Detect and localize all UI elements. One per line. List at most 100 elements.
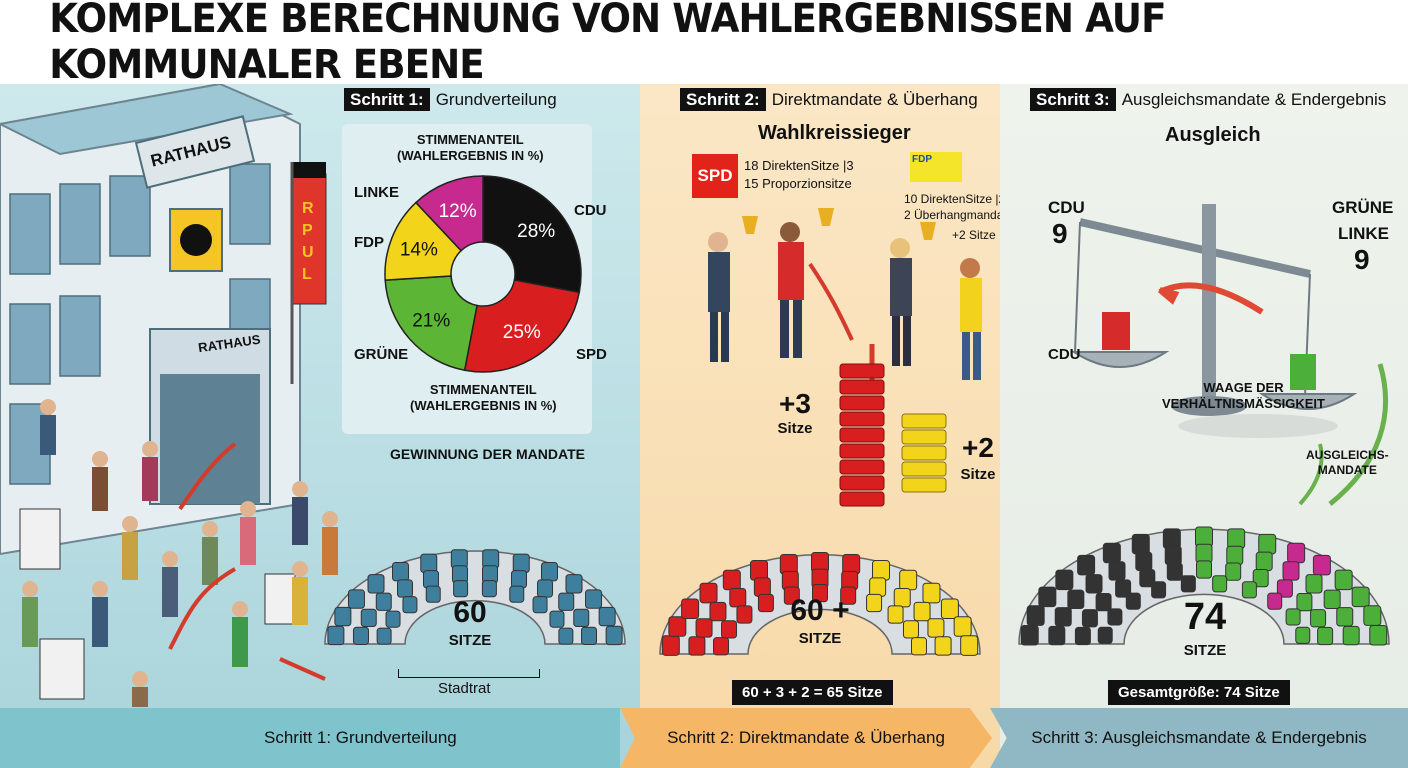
seat [1131,533,1150,555]
step1-label: Grundverteilung [435,90,557,109]
seat [396,579,413,598]
seat [1038,586,1057,608]
seat [1067,589,1085,610]
seat [1258,533,1277,555]
seats-label-2: SITZE [798,630,842,647]
seat [757,593,774,613]
seat [1282,561,1300,581]
seat [1312,554,1331,576]
seat [910,637,927,656]
seat [1317,626,1334,646]
seat [1054,607,1072,627]
seat [1095,593,1112,612]
seat [699,582,718,604]
below-left-party: CDU [1048,346,1081,363]
left-value: 9 [1052,218,1068,249]
voters-crowd-illustration [19,399,338,707]
seat [668,616,687,637]
seat [1077,554,1096,576]
step1-badge: Schritt 1: [344,88,430,111]
seat [840,586,857,605]
pie-slice-spd [463,279,581,373]
formula-box: 60 + 3 + 2 = 65 Sitze [732,680,893,705]
pie-label-gruene: GRÜNE [354,346,409,363]
right-party-1: GRÜNE [1332,198,1394,217]
seat [1196,560,1212,579]
seat [1276,579,1293,598]
seat [1097,626,1113,644]
pie-label-cdu: CDU [574,202,607,219]
seat [1310,609,1327,628]
seat [565,574,583,594]
seat [1151,581,1167,599]
seat [1287,542,1306,564]
step2-heading: Wahlkreissieger [758,122,911,144]
seat [913,601,931,622]
seat [360,608,377,627]
seat [783,586,800,605]
seat [334,606,352,627]
seat [927,618,945,638]
seat [1081,609,1098,628]
seat [1180,575,1196,593]
seat [509,585,525,603]
step3-label: Ausgleichsmandate & Endergebnis [1121,90,1387,109]
seat [1336,607,1354,627]
seats-label-1: SITZE [448,632,492,649]
spd-line1: 18 DirektenSitze |3 [744,158,854,173]
pie-slice-cdu [482,175,582,294]
pie-value-label: 28% [517,221,555,242]
right-value: 9 [1354,244,1370,275]
step2-badge: Schritt 2: [680,88,766,111]
stacked-seat-yellow [901,445,947,461]
seat [953,616,972,637]
seat [481,580,497,598]
pie-label-linke: LINKE [354,184,399,201]
seat [1296,593,1313,612]
seat [422,570,439,589]
seat [511,570,528,589]
fdp-line3: +2 Sitze [952,228,996,242]
scale-label: WAAGE DER VERHÄLTNISMÄSSIGKEIT [1162,380,1325,411]
rathaus-building-illustration [0,84,327,556]
seat [532,596,548,614]
seat [1102,542,1121,564]
seat [1369,624,1388,646]
seats-number-60: 60 [453,596,487,629]
seat [1108,561,1126,581]
stacked-seat-yellow [901,477,947,493]
seat [420,553,438,573]
seat [375,592,392,611]
seat [1305,574,1323,594]
council-bracket [398,669,540,678]
seat [537,579,554,598]
pie-value-label: 25% [503,322,541,343]
step3-heading: Ausgleich [1165,124,1261,146]
page-title: KOMPLEXE BERECHNUNG VON WAHLERGEBNISSEN … [49,0,1166,88]
seat [1241,581,1257,599]
fdp-logo: FDP [910,152,962,182]
seat [1342,625,1360,646]
stacked-seat-red [839,427,885,443]
seat [1252,569,1269,588]
seats-number-74: 74 [1183,596,1227,638]
seat [1285,608,1301,626]
seat [681,598,700,620]
stacked-seat-red [839,411,885,427]
seat [1048,625,1066,646]
plus3-label: Sitze [777,420,813,437]
step1-header: Schritt 1: Grundverteilung [344,88,557,111]
seat [1295,626,1311,644]
pie-slice-fdp [384,201,463,281]
seat [866,593,883,613]
step3-panel: Schritt 3: Ausgleichsmandate & Endergebni… [1000,84,1408,768]
seat [512,553,530,573]
seat [688,636,706,656]
seat [1255,551,1273,572]
council-seats-74 [1018,526,1390,646]
seat [453,580,469,598]
left-party: CDU [1048,198,1085,217]
pie-caption: STIMMENANTEIL (WAHLERGEBNIS IN %) [410,382,557,413]
stacked-seat-red [839,395,885,411]
step1-panel: Schritt 1: Grundverteilung RATHAUS RATHAU… [0,84,640,768]
